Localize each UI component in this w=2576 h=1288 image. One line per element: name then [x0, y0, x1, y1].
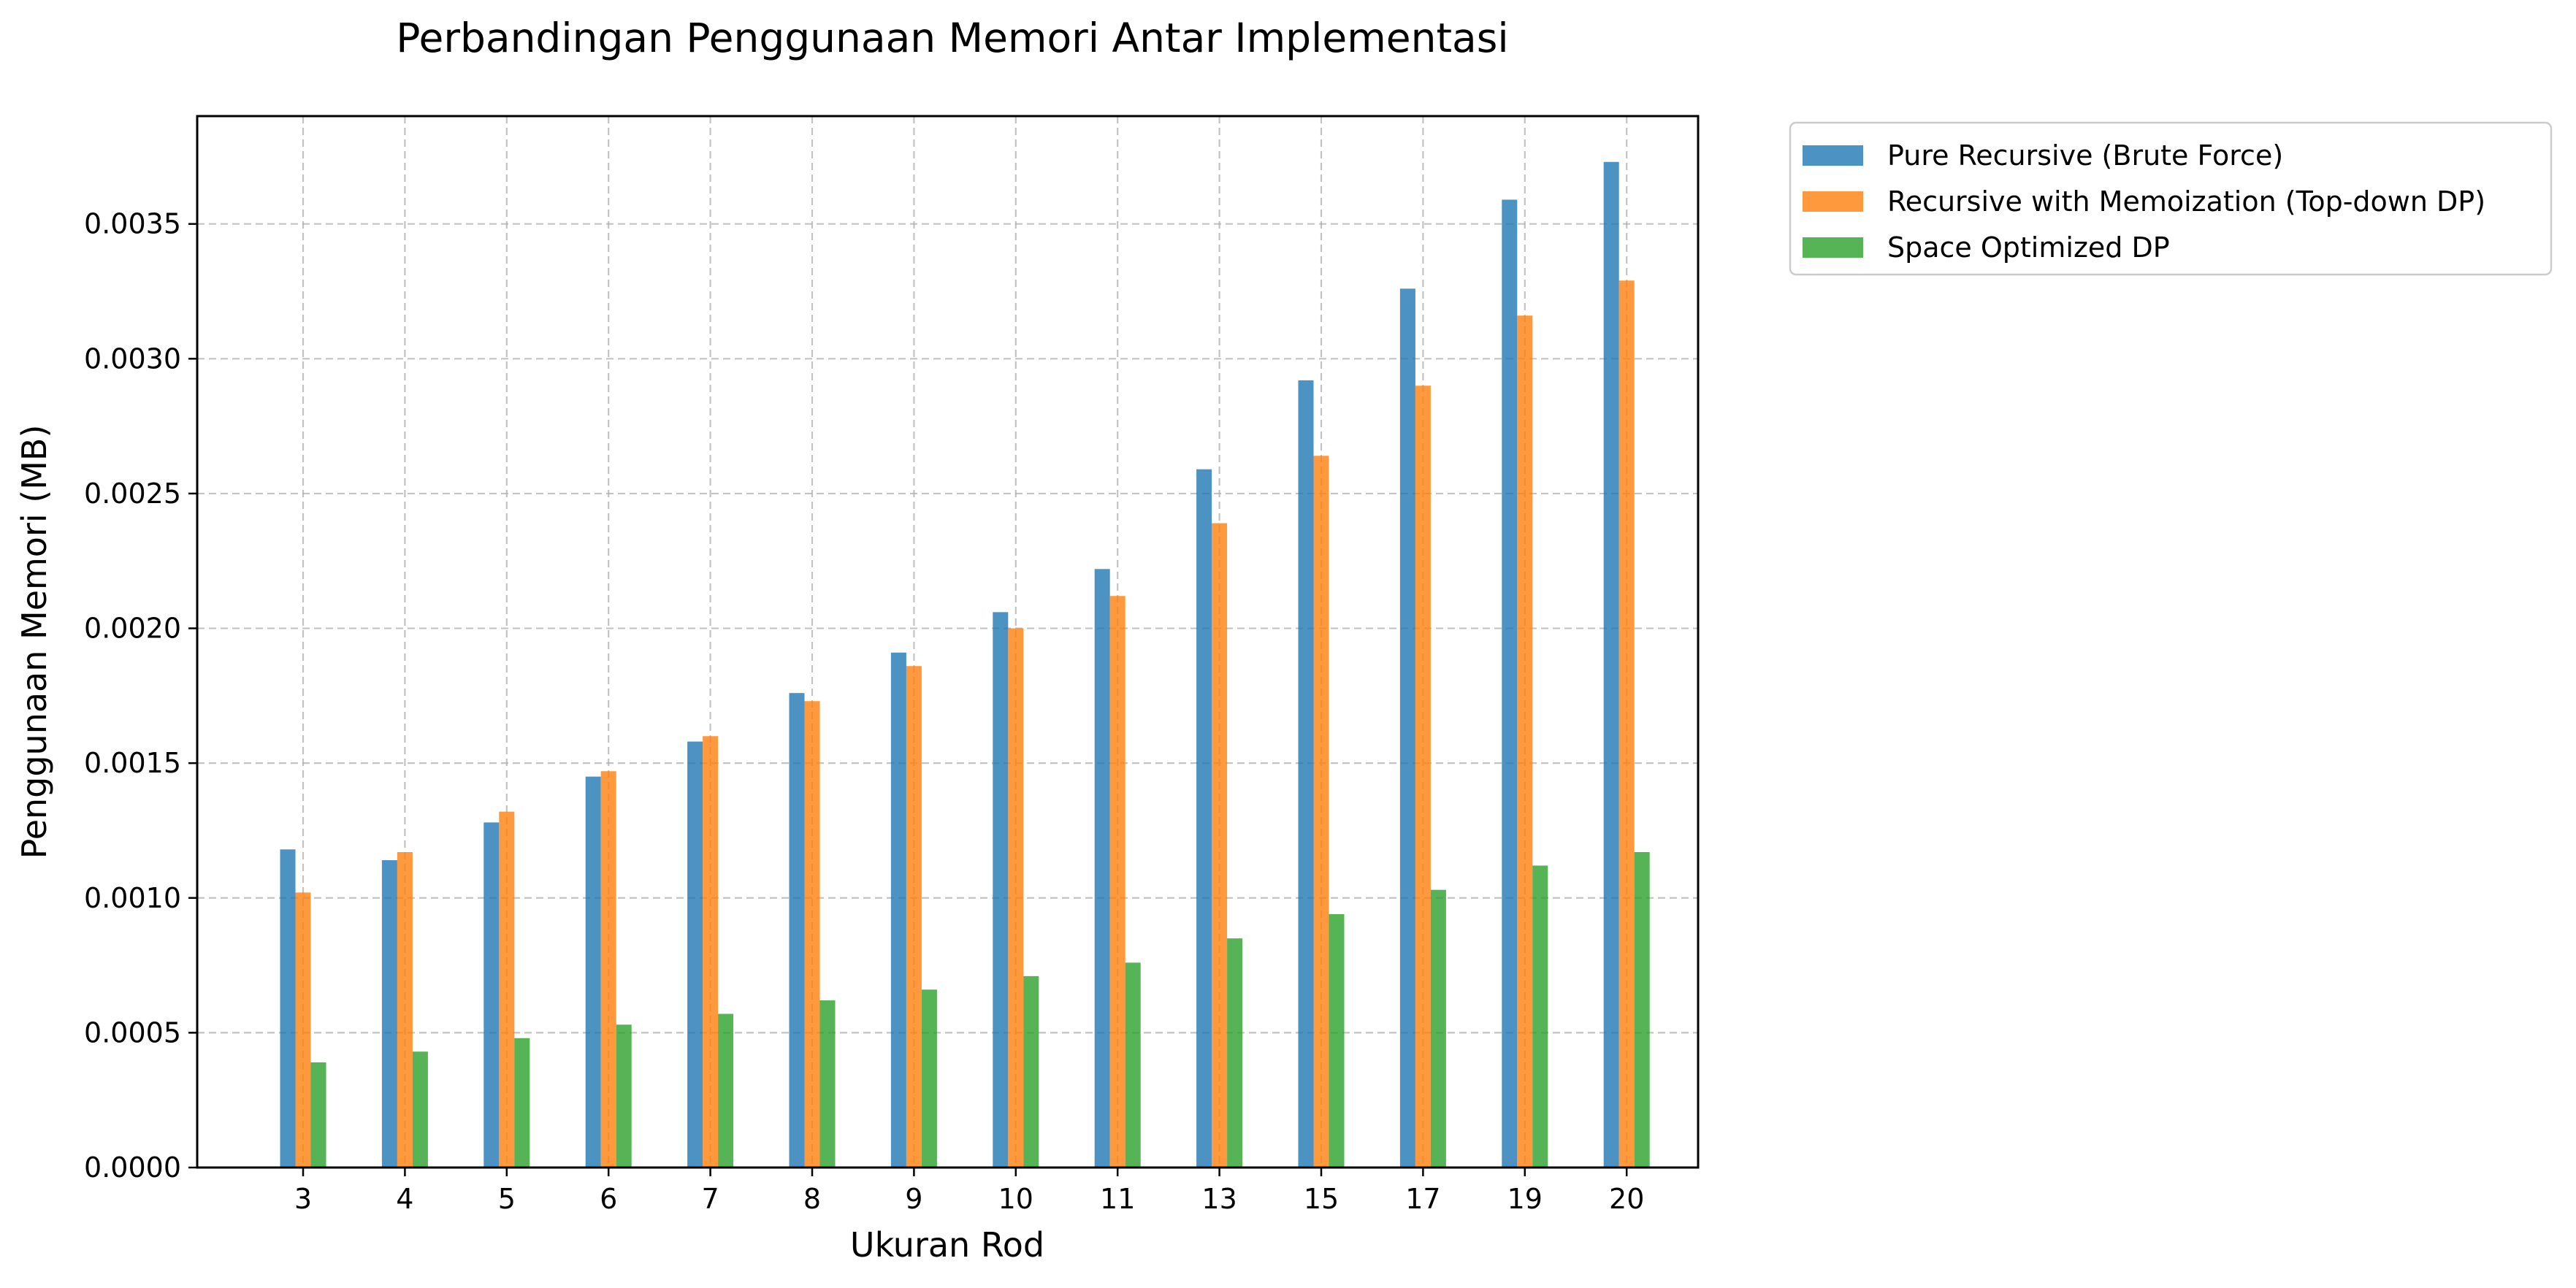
bar-series-1-5: [484, 822, 500, 1168]
y-tick-label: 0.0020: [84, 613, 181, 645]
x-tick-label: 11: [1100, 1183, 1135, 1215]
x-tick-label: 17: [1405, 1183, 1440, 1215]
legend-swatch: [1803, 145, 1863, 166]
bar-series-2-11: [1109, 596, 1125, 1168]
bar-series-2-4: [397, 852, 413, 1168]
x-tick-label: 9: [905, 1183, 922, 1215]
bar-series-2-17: [1415, 386, 1431, 1168]
bar-series-1-19: [1502, 199, 1518, 1168]
bar-series-1-10: [993, 612, 1009, 1168]
bar-series-1-9: [890, 652, 906, 1168]
x-ticks: 3 4 5 6 7 8 9 10 11 13 15 17 19 20: [294, 1168, 1644, 1215]
bar-series-3-8: [819, 1000, 836, 1168]
bar-series-3-17: [1430, 889, 1446, 1168]
bar-series-2-5: [499, 811, 515, 1168]
bar-series-2-3: [295, 892, 311, 1168]
plot-area-frame: [196, 115, 1700, 1169]
bar-series-3-13: [1227, 938, 1243, 1168]
x-tick-label: 4: [396, 1183, 413, 1215]
legend: Pure Recursive (Brute Force) Recursive wi…: [1789, 121, 2553, 276]
bar-series-1-4: [381, 860, 397, 1168]
bar-series-2-6: [600, 771, 616, 1168]
legend-swatch: [1803, 191, 1863, 212]
y-tick-label: 0.0000: [84, 1151, 181, 1184]
y-ticks: 0.0000 0.0005 0.0010 0.0015 0.0020 0.0025 0.00…: [84, 208, 197, 1184]
y-tick-label: 0.0005: [84, 1016, 181, 1049]
bar-series-3-15: [1329, 913, 1345, 1168]
x-tick-label: 15: [1304, 1183, 1339, 1215]
x-tick-label: 13: [1201, 1183, 1237, 1215]
bar-series-3-6: [616, 1024, 632, 1168]
x-tick-label: 20: [1609, 1183, 1644, 1215]
bars-layer: [280, 161, 1650, 1168]
bar-series-1-3: [280, 849, 296, 1168]
y-tick-label: 0.0010: [84, 882, 181, 914]
bar-series-3-9: [921, 989, 937, 1168]
y-axis-label: Penggunaan Memori (MB): [15, 425, 54, 859]
bar-series-1-8: [789, 693, 805, 1168]
bar-series-2-7: [703, 736, 719, 1168]
x-tick-label: 7: [702, 1183, 719, 1215]
bar-series-3-5: [514, 1038, 530, 1168]
bar-series-2-9: [906, 666, 922, 1168]
y-tick-label: 0.0030: [84, 342, 181, 375]
bar-series-1-7: [687, 741, 703, 1168]
bar-series-3-4: [412, 1051, 428, 1168]
bar-series-3-19: [1532, 865, 1548, 1168]
x-tick-label: 6: [600, 1183, 617, 1215]
bar-series-2-10: [1008, 628, 1024, 1168]
bar-series-3-7: [718, 1013, 734, 1168]
legend-label: Recursive with Memoization (Top-down DP): [1887, 185, 2485, 218]
bar-series-2-19: [1517, 315, 1533, 1168]
bar-series-2-8: [804, 701, 820, 1168]
bar-series-1-13: [1196, 469, 1212, 1168]
legend-swatch: [1803, 237, 1863, 258]
x-axis-label: Ukuran Rod: [850, 1225, 1044, 1265]
x-tick-label: 3: [294, 1183, 312, 1215]
x-tick-label: 8: [803, 1183, 821, 1215]
legend-label: Space Optimized DP: [1887, 231, 2170, 264]
bar-series-3-3: [310, 1062, 326, 1168]
bar-series-1-11: [1094, 569, 1110, 1168]
bar-series-3-11: [1125, 962, 1141, 1168]
x-tick-label: 10: [998, 1183, 1033, 1215]
bar-series-3-20: [1634, 852, 1650, 1168]
chart-title: Perbandingan Penggunaan Memori Antar Imp…: [396, 15, 1508, 61]
bar-series-2-20: [1618, 280, 1635, 1168]
bar-series-3-10: [1023, 975, 1039, 1168]
legend-box: [1789, 121, 2553, 276]
x-tick-label: 5: [498, 1183, 516, 1215]
y-tick-label: 0.0015: [84, 747, 181, 779]
bar-series-1-20: [1603, 161, 1619, 1168]
legend-label: Pure Recursive (Brute Force): [1887, 139, 2283, 172]
y-tick-label: 0.0025: [84, 478, 181, 510]
x-tick-label: 19: [1507, 1183, 1543, 1215]
bar-series-1-6: [585, 776, 601, 1168]
y-tick-label: 0.0035: [84, 208, 181, 240]
bar-series-1-15: [1298, 380, 1314, 1168]
bar-series-1-17: [1399, 288, 1415, 1168]
bar-series-2-13: [1212, 523, 1228, 1168]
legend-items: Pure Recursive (Brute Force) Recursive wi…: [1803, 139, 2485, 264]
bar-series-2-15: [1313, 456, 1329, 1168]
